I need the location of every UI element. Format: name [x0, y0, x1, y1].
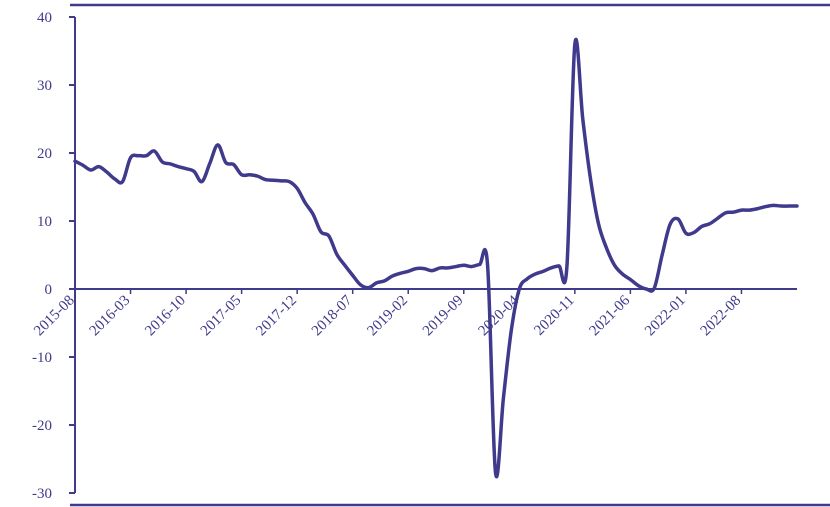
- x-tick-label: 2016-10: [142, 293, 189, 340]
- y-tick-label: 0: [45, 282, 53, 298]
- x-tick-label: 2019-09: [420, 293, 467, 340]
- x-tick-label: 2017-05: [198, 293, 245, 340]
- y-tick-label: -20: [32, 418, 52, 434]
- y-tick-label: -30: [32, 486, 52, 502]
- x-tick-label: 2020-04: [475, 292, 522, 339]
- x-tick-label: 2021-06: [587, 292, 634, 339]
- y-tick-label: 40: [37, 10, 52, 26]
- y-tick-label: 30: [37, 78, 52, 94]
- y-axis: 40 30 20 10 0 -10 -20 -30: [32, 10, 76, 502]
- x-tick-label: 2016-03: [87, 293, 134, 340]
- x-tick-label: 2022-01: [642, 293, 689, 340]
- y-tick-label: 20: [37, 146, 52, 162]
- x-tick-label: 2022-08: [698, 293, 745, 340]
- x-tick-label: 2017-12: [253, 293, 300, 340]
- x-tick-labels: 2015-08 2016-03 2016-10 2017-05 2017-12 2018-…: [31, 292, 744, 339]
- x-tick-label: 2019-02: [364, 293, 411, 340]
- x-tick-label: 2020-11: [531, 293, 577, 339]
- y-tick-label: 10: [37, 214, 52, 230]
- x-tick-label: 2015-08: [31, 293, 78, 340]
- x-axis: [74, 288, 797, 294]
- y-tick-label: -10: [32, 350, 52, 366]
- x-tick-label: 2018-07: [309, 292, 356, 339]
- series: [73, 37, 799, 479]
- series-line: [73, 37, 799, 479]
